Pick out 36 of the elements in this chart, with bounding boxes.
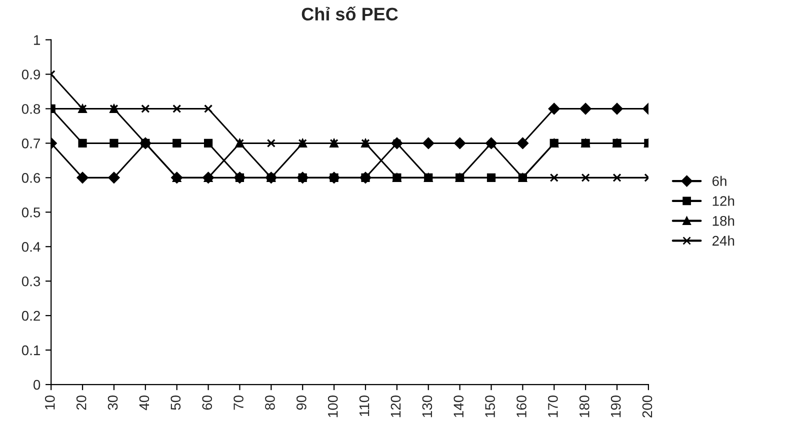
y-tick-label: 0.6: [22, 173, 40, 183]
y-tick-label: 0.4: [22, 242, 40, 252]
legend-label: 6h: [712, 176, 726, 186]
legend-label: 12h: [712, 196, 734, 206]
x-tick-label: 170: [548, 396, 558, 418]
x-tick-label: 120: [390, 396, 401, 418]
y-tick-label: 0: [33, 380, 40, 390]
x-tick-label: 130: [422, 396, 432, 418]
y-tick-label: 0.3: [22, 276, 40, 286]
y-tick-label: 1: [34, 35, 40, 45]
y-tick-label: 0.1: [22, 345, 40, 356]
x-tick-label: 60: [202, 396, 212, 410]
x-tick-label: 140: [454, 396, 464, 418]
legend-label: 18h: [712, 216, 734, 226]
x-tick-label: 100: [328, 396, 338, 418]
x-tick-label: 70: [234, 396, 244, 410]
x-tick-label: 150: [485, 396, 495, 418]
x-tick-label: 80: [265, 396, 275, 410]
x-tick-label: 30: [108, 396, 118, 410]
y-tick-label: 0.8: [22, 104, 40, 114]
x-tick-label: 200: [642, 396, 652, 418]
x-tick-label: 160: [516, 396, 526, 418]
y-tick-label: 0.7: [22, 138, 40, 148]
x-tick-label: 10: [44, 396, 55, 410]
x-tick-label: 50: [170, 396, 181, 410]
y-tick-label: 0.2: [22, 310, 40, 321]
x-tick-label: 20: [76, 396, 86, 410]
y-tick-label: 0.5: [22, 207, 40, 218]
x-tick-label: 180: [579, 396, 590, 418]
y-tick-label: 0.9: [22, 70, 40, 80]
x-tick-label: 40: [139, 396, 150, 410]
x-tick-label: 110: [359, 396, 370, 416]
chart-title: Chỉ số PEC: [302, 6, 398, 21]
x-tick-label: 190: [610, 396, 621, 418]
x-tick-label: 90: [296, 396, 306, 410]
legend-label: 24h: [712, 236, 734, 246]
